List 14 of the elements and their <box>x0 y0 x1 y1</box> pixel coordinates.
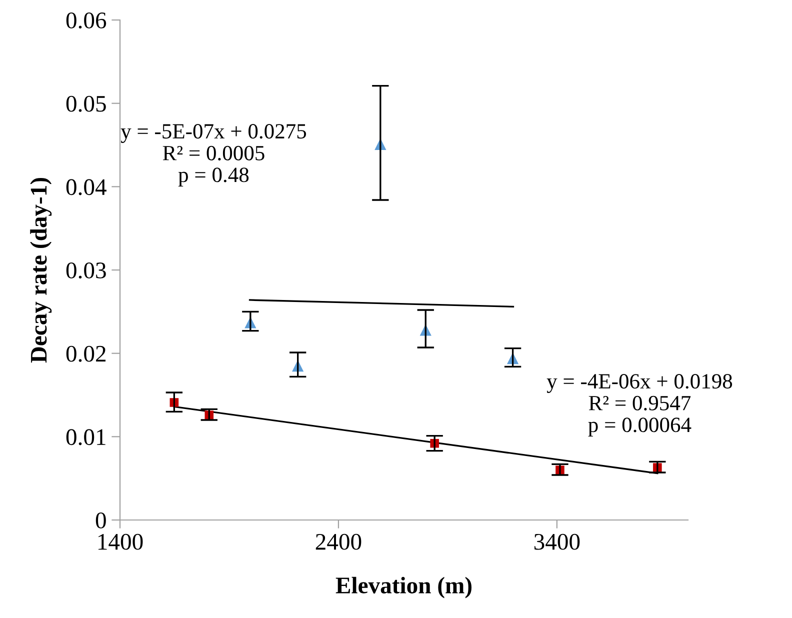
annotation: y = -5E-07x + 0.0275 R² = 0.0005 p = 0.48 <box>120 124 306 187</box>
y-tick-label: 0.06 <box>66 12 106 29</box>
x-tick-label: 1400 <box>98 534 143 550</box>
x-tick-label: 3400 <box>534 534 580 550</box>
y-tick-label: 0.03 <box>66 262 106 279</box>
y-tick-label: 0 <box>96 512 106 528</box>
y-axis-title: Decay rate (day-1) <box>30 178 52 363</box>
x-tick-label: 2400 <box>316 534 362 550</box>
y-tick-label: 0.02 <box>66 346 106 362</box>
x-axis-title: Elevation (m) <box>336 576 472 598</box>
annotation: y = -4E-06x + 0.0198 R² = 0.9547 p = 0.00064 <box>546 374 732 437</box>
y-tick-label: 0.01 <box>66 429 106 446</box>
y-tick-label: 0.05 <box>66 96 106 112</box>
y-tick-label: 0.04 <box>66 179 106 196</box>
